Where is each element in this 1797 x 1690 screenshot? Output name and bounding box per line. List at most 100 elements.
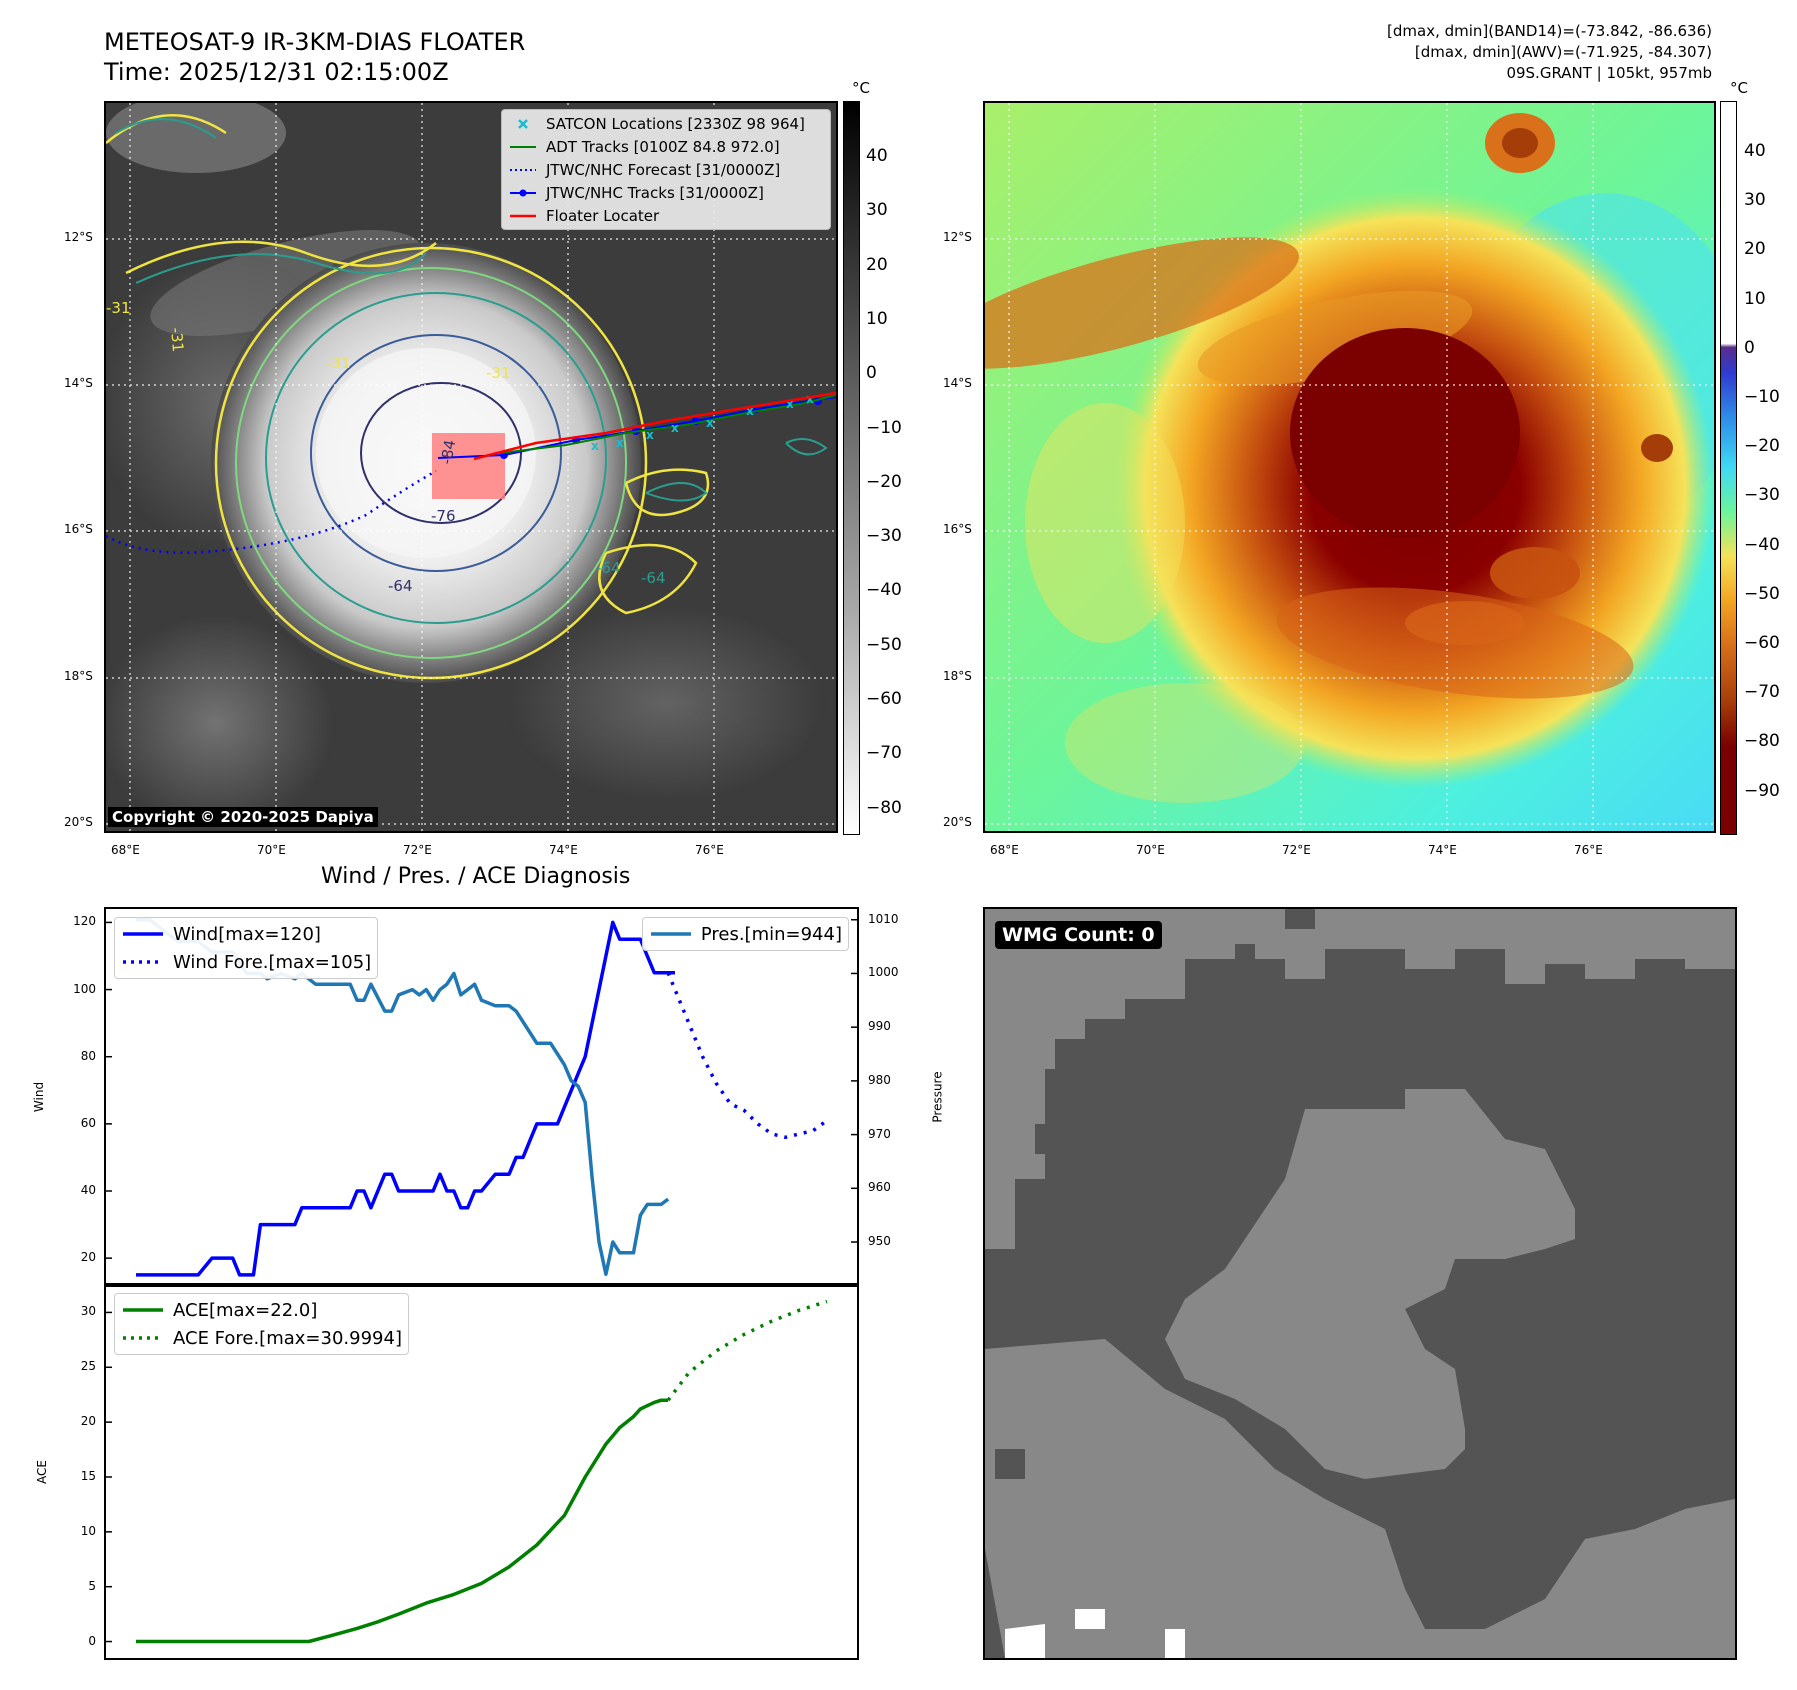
x-marker-icon [518,118,528,129]
awv-range: [dmax, dmin](AWV)=(-71.925, -84.307) [1414,43,1712,61]
colorbar-tick: −10 [866,417,902,438]
lon-label: 74°E [549,843,578,857]
legend-label: Pres.[min=944] [700,923,842,945]
legend-pressure: Pres.[min=944] [643,920,842,948]
pressure-tick-label: 960 [868,1180,891,1195]
solid-line-icon [123,932,163,936]
ace-panel: ACE[max=22.0] ACE Fore.[max=30.9994] [104,1283,859,1660]
colorbar-tick: −30 [866,526,902,547]
colorbar-unit: °C [1730,79,1748,97]
svg-text:x: x [671,421,679,435]
contour-label: -64 [388,577,413,595]
colorbar-tick: −80 [1744,731,1780,752]
wind-tick-label: 60 [80,1115,96,1130]
ace-series-line-0 [136,1398,669,1644]
pressure-tick-label: 980 [868,1072,891,1087]
legend-label: ACE[max=22.0] [173,1299,318,1321]
series-line-0 [136,920,675,1277]
svg-text:x: x [806,392,814,406]
ace-tick-label: 0 [88,1633,96,1648]
colorbar-tick: 20 [1744,239,1766,260]
wmg-image [985,909,1735,1658]
colorbar-tick: −80 [866,797,902,818]
contour-label: -76 [431,507,456,525]
solid-line-icon [510,145,536,148]
contour-label: -31 [486,364,511,382]
wind-tick-label: 40 [80,1183,96,1197]
legend-adt: ADT Tracks [0100Z 84.8 972.0] [502,135,830,158]
storm-info: 09S.GRANT | 105kt, 957mb [1506,64,1712,82]
colorbar-tick: 30 [1744,190,1766,211]
wind-axis-label: Wind [32,1081,47,1113]
pressure-tick-label: 970 [868,1126,891,1141]
solid-line-icon [123,1308,163,1312]
colorbar-tick: 0 [1744,337,1755,358]
colorbar-tick: 40 [866,146,888,166]
copyright-label: Copyright © 2020-2025 Dapiya [108,807,378,827]
colorbar-tick: 30 [866,200,888,221]
legend-label: Wind[max=120] [173,923,321,945]
colorbar-tick: 40 [1744,141,1766,161]
legend-label: JTWC/NHC Tracks [31/0000Z] [546,183,764,202]
svg-text:x: x [616,436,624,450]
lon-label: 76°E [695,843,724,857]
wind-pressure-panel: Wind[max=120] Wind Fore.[max=105] Pres.[… [104,907,859,1287]
legend-label: JTWC/NHC Forecast [31/0000Z] [546,160,781,179]
wind-tick-label: 120 [73,914,96,929]
legend-label: Floater Locater [546,206,660,225]
ace-tick-label: 10 [80,1523,96,1538]
lat-label: 12°S [64,230,93,244]
ace-tick-label: 20 [80,1414,96,1429]
lat-label: 12°S [943,230,972,244]
dotted-line-icon [123,960,163,964]
ace-series-line-1 [666,1299,828,1402]
wind-legend: Wind[max=120] Wind Fore.[max=105] [114,917,379,979]
title-line-2: Time: 2025/12/31 02:15:00Z [104,58,449,86]
colorbar-tick: −50 [1744,583,1780,604]
color-colorbar [1720,101,1737,835]
legend-label: SATCON Locations [2330Z 98 964] [546,114,805,133]
solid-line-icon [650,932,691,936]
legend-satcon: SATCON Locations [2330Z 98 964] [502,112,830,135]
wind-tick-label: 80 [80,1048,96,1063]
colorbar-tick: 10 [866,308,888,329]
contour-label: -31 [167,327,187,353]
legend-ace: ACE[max=22.0] [115,1296,402,1324]
wmg-panel: WMG Count: 0 [983,907,1737,1660]
lat-label: 16°S [943,522,972,536]
svg-text:x: x [746,404,754,418]
diagnosis-title: Wind / Pres. / ACE Diagnosis [321,864,631,889]
legend-jtwc-tracks: JTWC/NHC Tracks [31/0000Z] [502,181,830,204]
lon-label: 70°E [257,843,286,857]
colorbar-tick: 0 [866,363,877,384]
colorbar-tick: −20 [1744,436,1780,457]
ace-legend: ACE[max=22.0] ACE Fore.[max=30.9994] [114,1293,409,1355]
colorbar-tick: −40 [866,580,902,601]
lat-label: 16°S [64,522,93,536]
colorbar-tick: 20 [866,254,888,275]
legend-label: ACE Fore.[max=30.9994] [173,1327,402,1349]
pressure-tick-label: 950 [868,1234,891,1249]
wind-tick-label: 100 [73,981,96,996]
lat-label: 18°S [943,669,972,683]
ace-tick-label: 15 [80,1468,96,1483]
wmg-count-badge: WMG Count: 0 [995,921,1162,949]
lon-label: 68°E [111,843,140,857]
lat-label: 18°S [64,669,93,683]
solid-line-icon [510,214,536,217]
legend-jtwc-forecast: JTWC/NHC Forecast [31/0000Z] [502,158,830,181]
legend-wind-fore: Wind Fore.[max=105] [115,948,371,976]
lon-label: 72°E [1282,843,1311,857]
legend-wind: Wind[max=120] [115,920,371,948]
colorbar-tick: −70 [866,743,902,764]
ir-color-map [983,101,1716,833]
pressure-tick-label: 990 [868,1019,891,1034]
contour-label: -31 [326,354,351,372]
svg-text:x: x [786,397,794,411]
dotted-line-icon [510,168,536,171]
ir-color-map-image [985,103,1714,831]
title-line-1: METEOSAT-9 IR-3KM-DIAS FLOATER [104,28,526,56]
contour-label: -31 [106,299,131,317]
ace-tick-label: 5 [88,1578,96,1593]
